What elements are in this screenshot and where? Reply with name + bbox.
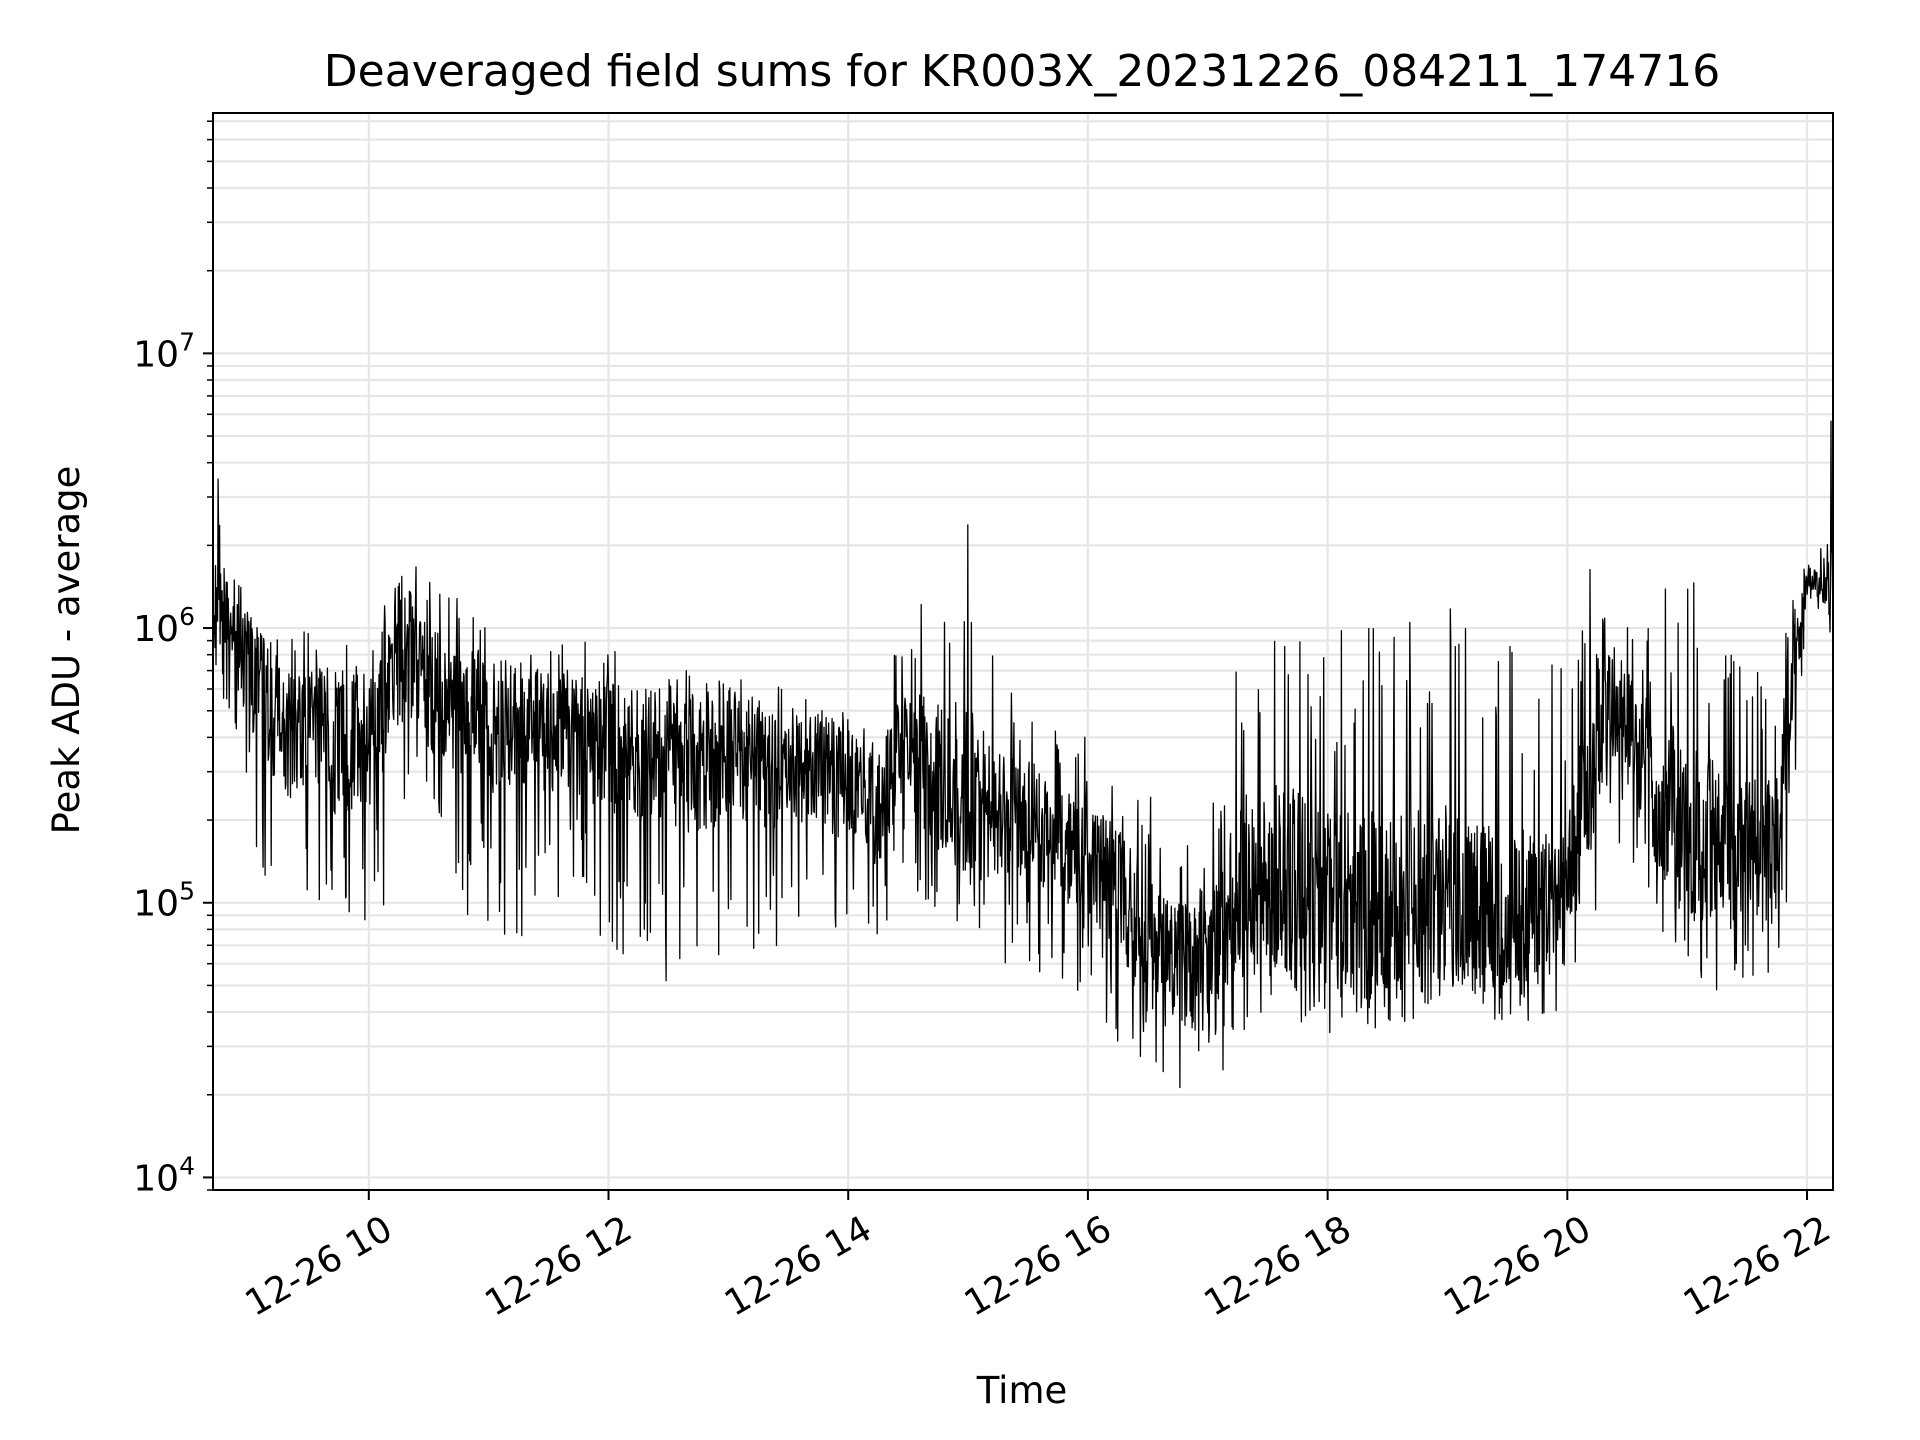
y-tick-label: 107 [133, 327, 195, 375]
chart-title: Deaveraged field sums for KR003X_2023122… [324, 46, 1720, 97]
y-tick-label: 104 [133, 1151, 195, 1199]
y-tick-label: 106 [133, 602, 195, 650]
plot-area [212, 420, 1834, 1089]
series-line [212, 420, 1834, 1089]
x-axis-label: Time [976, 1369, 1068, 1412]
plot-frame [212, 112, 1834, 1191]
y-axis-label: Peak ADU - average [45, 466, 88, 835]
y-tick-label: 105 [133, 877, 195, 925]
